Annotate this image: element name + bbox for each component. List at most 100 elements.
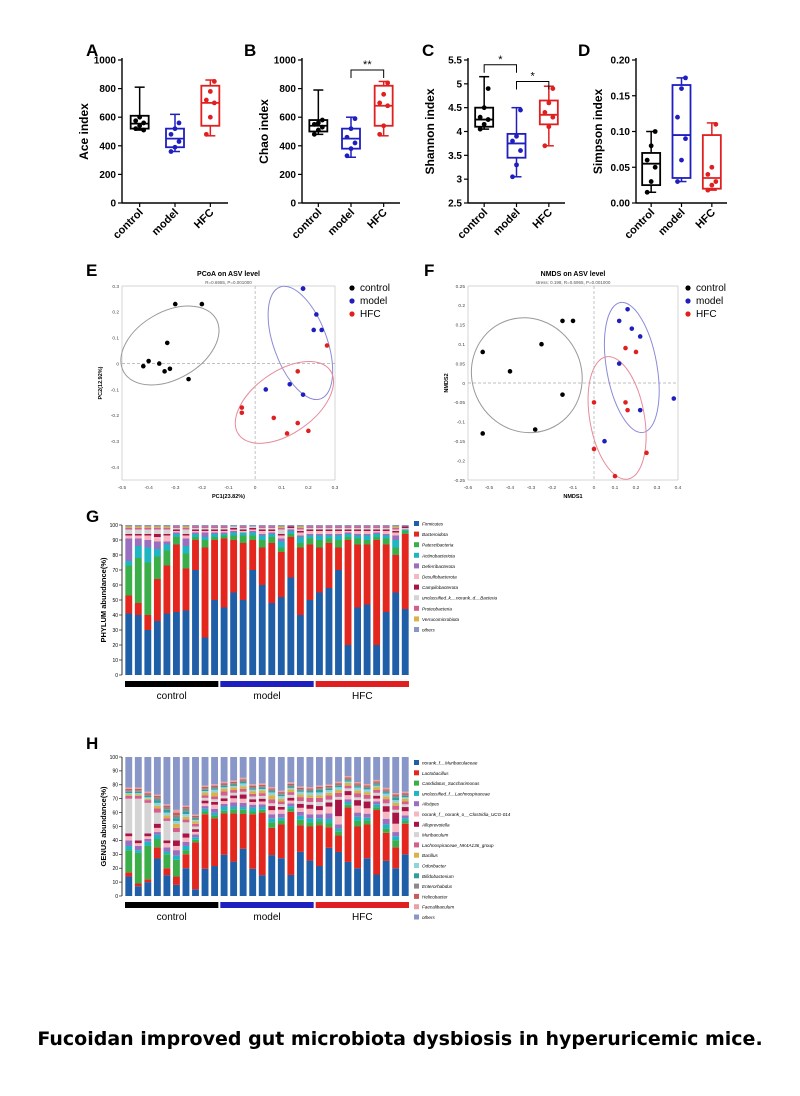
bar-segment-unclassified_f__Lachnospiraceae bbox=[163, 851, 171, 855]
bar-segment-Candidatus_Saccharimonas bbox=[125, 850, 133, 873]
bar-segment-Faecalibaculum bbox=[325, 784, 333, 786]
bar-segment-Firmicutes bbox=[287, 577, 295, 675]
panel-label-F: F bbox=[424, 261, 434, 280]
bar-segment-Campilobacterota bbox=[239, 529, 247, 531]
bar-segment-Bacteroidota bbox=[268, 543, 276, 603]
bar-segment-Alistipes bbox=[277, 813, 285, 818]
bar-segment-Actinobacteriota bbox=[382, 535, 390, 539]
bar-segment-Bacillus bbox=[163, 815, 171, 819]
bar-segment-others bbox=[373, 757, 381, 780]
bar-segment-Odoribacter bbox=[306, 792, 314, 796]
data-point bbox=[550, 114, 556, 120]
bar-segment-Alistipes bbox=[144, 839, 152, 842]
bar-segment-others bbox=[201, 757, 209, 786]
bar-segment-Actinobacteriota bbox=[325, 535, 333, 539]
point-HFC bbox=[306, 428, 311, 434]
bar-segment-Enterorhabdus bbox=[249, 786, 257, 789]
y-tick-label: 2.5 bbox=[448, 199, 462, 210]
bar-segment-Firmicutes bbox=[173, 612, 180, 675]
bar-segment-Deferribacterota bbox=[173, 532, 180, 534]
bar-segment-unclassified_f__Lachnospiraceae bbox=[239, 807, 247, 810]
bar-segment-Alloprevotella bbox=[268, 806, 276, 811]
bar-segment-norank_f__Muribaculaceae bbox=[296, 851, 304, 896]
bar-segment-Muribaculum bbox=[153, 812, 161, 824]
legend-label: Lactobacillus bbox=[422, 771, 449, 776]
bar-segment-Bacillus bbox=[306, 795, 314, 798]
bar-segment-Firmicutes bbox=[401, 609, 409, 675]
bar-segment-Faecalibaculum bbox=[335, 781, 342, 784]
bar-segment-Bacteroidota bbox=[230, 540, 238, 593]
bar-segment-Candidatus_Saccharimonas bbox=[354, 820, 361, 827]
data-point bbox=[377, 131, 383, 137]
bar-segment-Alistipes bbox=[134, 845, 142, 851]
box-model bbox=[671, 84, 692, 179]
bar-segment-Actinobacteriota bbox=[258, 535, 266, 540]
y-tick-label: 70 bbox=[112, 568, 118, 574]
y-axis-label: NMDS2 bbox=[444, 373, 450, 392]
legend-label: Bacteroidota bbox=[422, 532, 448, 537]
bar-segment-Patescibacteria bbox=[373, 537, 381, 540]
bar-segment-Desulfobacterota bbox=[306, 531, 314, 534]
bar-segment-Candidatus_Saccharimonas bbox=[192, 839, 199, 843]
bar-segment-Muribaculum bbox=[134, 798, 142, 841]
bar-segment-Lactobacillus bbox=[325, 827, 333, 848]
bar-segment-Bacillus bbox=[211, 792, 218, 797]
bar-segment-Odoribacter bbox=[296, 791, 304, 795]
bar-segment-Bacillus bbox=[363, 792, 371, 795]
bar-segment-Odoribacter bbox=[268, 792, 276, 796]
x-tick-label: -0.3 bbox=[527, 485, 536, 491]
bar-segment-Bacteroidota bbox=[144, 615, 152, 630]
bar-segment-Bacteroidota bbox=[277, 552, 285, 597]
bar-segment-Enterorhabdus bbox=[201, 788, 209, 790]
bar-segment-Bacillus bbox=[134, 794, 142, 796]
bar-segment-Actinobacteriota bbox=[144, 547, 152, 563]
bar-segment-Actinobacteriota bbox=[182, 546, 190, 554]
bar-segment-norank_f__Muribaculaceae bbox=[382, 860, 390, 896]
bar-segment-Patescibacteria bbox=[163, 550, 171, 566]
y-tick-label: 50 bbox=[112, 824, 118, 830]
bar-segment-Deferribacterota bbox=[287, 529, 295, 531]
point-control bbox=[570, 318, 576, 324]
bar-segment-Bacteroidota bbox=[354, 544, 361, 608]
bar-segment-unclassified_k__norank_d__Bacteria bbox=[125, 529, 133, 534]
bar-segment-norank_f__Muribaculaceae bbox=[230, 861, 238, 896]
bar-segment-Lactobacillus bbox=[201, 814, 209, 869]
data-point bbox=[705, 172, 711, 177]
data-point bbox=[510, 138, 515, 144]
bar-segment-Enterorhabdus bbox=[163, 807, 171, 810]
y-tick-label: 800 bbox=[279, 84, 296, 95]
x-tick-label: -0.6 bbox=[464, 485, 473, 491]
point-HFC bbox=[633, 349, 639, 355]
bar-segment-Odoribacter bbox=[344, 781, 352, 783]
legend-label: norank_f__Muribaculaceae bbox=[422, 761, 478, 766]
bar-segment-Proteobacteria bbox=[201, 526, 209, 528]
bar-segment-unclassified_k__norank_d__Bacteria bbox=[249, 526, 257, 528]
legend-label: Odoribacter bbox=[422, 864, 446, 869]
data-point bbox=[377, 100, 383, 106]
bar-segment-Verrucomicrobiota bbox=[182, 526, 190, 528]
bar-segment-Muribaculum bbox=[144, 802, 152, 834]
x-tick-label: -0.1 bbox=[569, 485, 578, 491]
bar-segment-Alloprevotella bbox=[239, 794, 247, 799]
significance-bracket bbox=[483, 64, 517, 73]
bar-segment-Lachnospiraceae_NK4A136_group bbox=[354, 793, 361, 798]
bar-segment-Enterorhabdus bbox=[230, 783, 238, 785]
bar-segment-others bbox=[296, 757, 304, 787]
data-point bbox=[481, 105, 487, 111]
bar-segment-Desulfobacterota bbox=[325, 531, 333, 534]
bar-segment-Bacteroidota bbox=[392, 555, 400, 593]
bar-segment-Odoribacter bbox=[192, 819, 199, 822]
bar-segment-Bacteroidota bbox=[363, 544, 371, 605]
bar-segment-Bacillus bbox=[249, 791, 257, 794]
legend-swatch bbox=[414, 914, 419, 920]
x-tick-label: -0.4 bbox=[506, 485, 515, 491]
y-tick-label: 400 bbox=[99, 141, 116, 152]
y-axis-label: Shannon index bbox=[423, 88, 437, 174]
bar-segment-unclassified_f__Lachnospiraceae bbox=[306, 818, 314, 823]
bar-segment-unclassified_k__norank_d__Bacteria bbox=[239, 528, 247, 530]
bar-segment-Muribaculum bbox=[316, 801, 323, 807]
y-tick-label: 200 bbox=[99, 170, 116, 181]
bar-segment-Bacteroidota bbox=[134, 603, 142, 615]
bar-segment-others bbox=[344, 525, 352, 527]
bar-segment-Faecalibaculum bbox=[230, 780, 238, 782]
